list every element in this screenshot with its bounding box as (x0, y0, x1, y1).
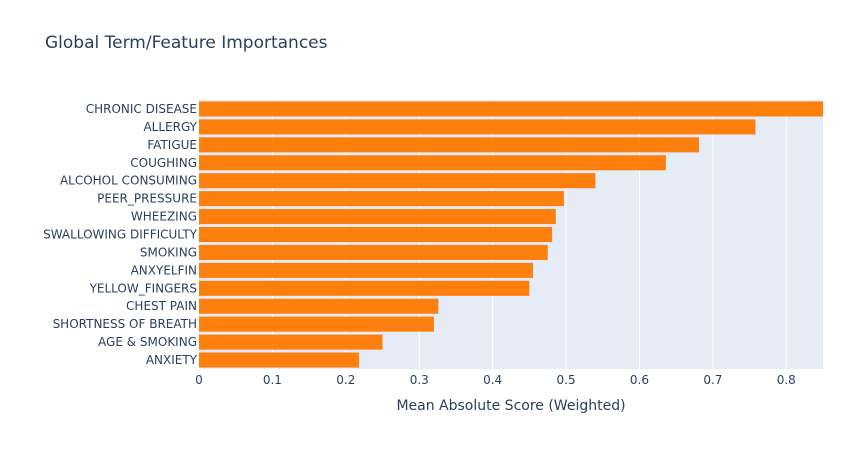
y-tick-label: SWALLOWING DIFFICULTY (43, 228, 198, 242)
bar-peer-pressure[interactable] (199, 191, 564, 207)
bar-anxyelfin[interactable] (199, 262, 534, 278)
bar-wheezing[interactable] (199, 209, 556, 225)
y-tick-label: COUGHING (130, 156, 197, 170)
x-tick-label: 0.1 (263, 373, 282, 387)
y-tick-label: FATIGUE (147, 138, 197, 152)
x-tick-label: 0.3 (410, 373, 429, 387)
bar-coughing[interactable] (199, 155, 666, 171)
y-tick-label: ANXYELFIN (131, 263, 197, 277)
bar-anxiety[interactable] (199, 352, 360, 368)
chart-title: Global Term/Feature Importances (45, 33, 328, 53)
y-tick-label: ALLERGY (143, 120, 197, 134)
x-tick-label: 0.2 (336, 373, 355, 387)
x-axis-title: Mean Absolute Score (Weighted) (396, 398, 625, 414)
bars (199, 101, 823, 368)
x-tick-label: 0 (195, 373, 203, 387)
bar-smoking[interactable] (199, 244, 548, 260)
bar-chronic-disease[interactable] (199, 101, 823, 117)
bar-allergy[interactable] (199, 119, 756, 135)
y-tick-label: ANXIETY (146, 353, 198, 367)
y-tick-label: CHRONIC DISEASE (86, 102, 197, 116)
bar-shortness-of-breath[interactable] (199, 316, 434, 332)
y-tick-label: AGE & SMOKING (98, 335, 197, 349)
x-tick-label: 0.8 (777, 373, 796, 387)
x-tick-label: 0.4 (483, 373, 502, 387)
bar-swallowing-difficulty[interactable] (199, 226, 553, 243)
y-tick-label: CHEST PAIN (126, 299, 197, 313)
bar-alcohol-consuming[interactable] (199, 173, 596, 189)
bar-yellow-fingers[interactable] (199, 280, 530, 296)
y-tick-labels: CHRONIC DISEASE ALLERGY FATIGUE COUGHING ALC… (43, 102, 198, 367)
y-tick-label: SMOKING (140, 245, 197, 259)
bar-age-smoking[interactable] (199, 334, 383, 350)
bar-chest-pain[interactable] (199, 298, 439, 314)
y-tick-label: SHORTNESS OF BREATH (53, 317, 197, 331)
y-tick-label: PEER_PRESSURE (97, 192, 197, 206)
x-tick-labels: 0 0.1 0.2 0.3 0.4 0.5 0.6 0.7 0.8 (195, 373, 796, 387)
y-tick-label: WHEEZING (131, 210, 197, 224)
x-tick-label: 0.7 (703, 373, 722, 387)
y-tick-label: ALCOHOL CONSUMING (60, 174, 197, 188)
bar-fatigue[interactable] (199, 137, 699, 153)
y-tick-label: YELLOW_FINGERS (89, 281, 197, 295)
x-tick-label: 0.5 (557, 373, 576, 387)
x-tick-label: 0.6 (630, 373, 649, 387)
